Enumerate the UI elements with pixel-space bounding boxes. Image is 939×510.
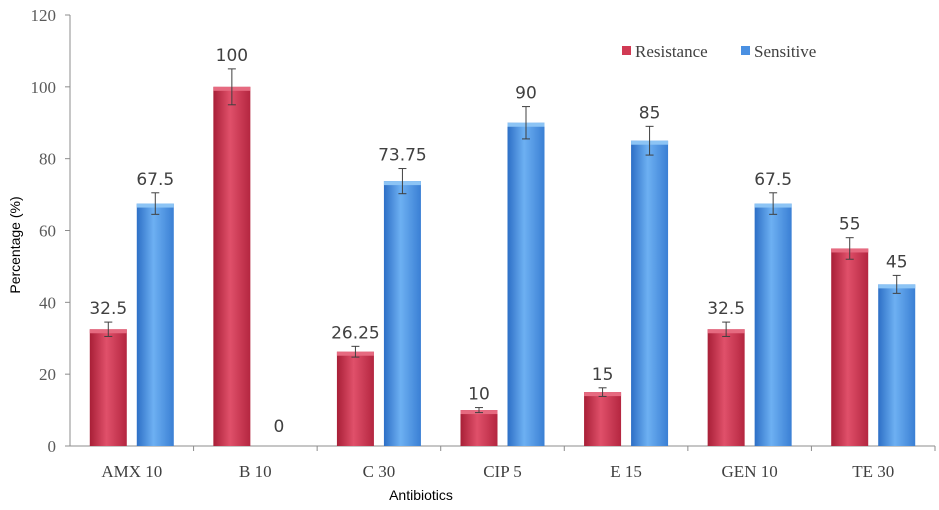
x-tick-label: GEN 10: [722, 462, 778, 481]
legend: Resistance Sensitive: [622, 42, 816, 61]
bar-resistance: [213, 86, 251, 446]
y-tick-label: 40: [39, 293, 56, 312]
legend-swatch-sensitive: [741, 46, 750, 55]
data-label: 90: [515, 84, 537, 104]
x-tick-label: E 15: [610, 462, 642, 481]
bar-sensitive: [383, 181, 421, 447]
y-tick-label: 80: [39, 150, 56, 169]
data-label: 67.5: [754, 170, 792, 190]
x-tick-label: TE 30: [852, 462, 894, 481]
y-tick-label: 0: [48, 437, 57, 456]
data-label: 26.25: [331, 323, 380, 343]
bar-resistance: [89, 329, 127, 446]
x-tick-label: B 10: [239, 462, 272, 481]
bar-sensitive: [631, 140, 669, 447]
y-tick-label: 120: [31, 6, 57, 25]
data-label: 73.75: [378, 146, 427, 166]
bars: [89, 68, 916, 447]
data-label: 55: [839, 215, 861, 235]
bar-resistance: [707, 329, 745, 446]
data-label: 85: [639, 103, 661, 123]
data-label: 10: [468, 385, 490, 405]
data-label: 67.5: [136, 170, 174, 190]
x-tick-label: C 30: [363, 462, 396, 481]
data-label: 32.5: [707, 299, 745, 319]
x-tick-label: CIP 5: [483, 462, 522, 481]
data-label: 45: [886, 252, 908, 272]
y-tick-label: 60: [39, 222, 56, 241]
data-label: 0: [273, 417, 284, 437]
legend-label-resistance: Resistance: [635, 42, 708, 61]
bar-sensitive: [754, 203, 792, 446]
bar-resistance: [460, 410, 498, 446]
legend-label-sensitive: Sensitive: [754, 42, 816, 61]
bar-sensitive: [878, 284, 916, 446]
data-label: 100: [216, 46, 248, 66]
y-tick-label: 100: [31, 78, 57, 97]
bar-resistance: [584, 392, 622, 446]
data-labels: 32.5 67.5 100 0 26.25 73.75 10 90 15 85 32.5 67.5 55…: [89, 46, 907, 437]
bar-sensitive: [507, 122, 545, 446]
y-axis-title: Percentage (%): [7, 196, 23, 293]
bar-sensitive: [136, 203, 174, 446]
bar-resistance: [831, 248, 869, 446]
data-label: 32.5: [89, 299, 127, 319]
y-tick-label: 20: [39, 365, 56, 384]
bar-resistance: [336, 351, 374, 446]
x-tick-label: AMX 10: [101, 462, 162, 481]
data-label: 15: [592, 365, 614, 385]
x-axis-title: Antibiotics: [389, 487, 453, 503]
legend-swatch-resistance: [622, 46, 631, 55]
